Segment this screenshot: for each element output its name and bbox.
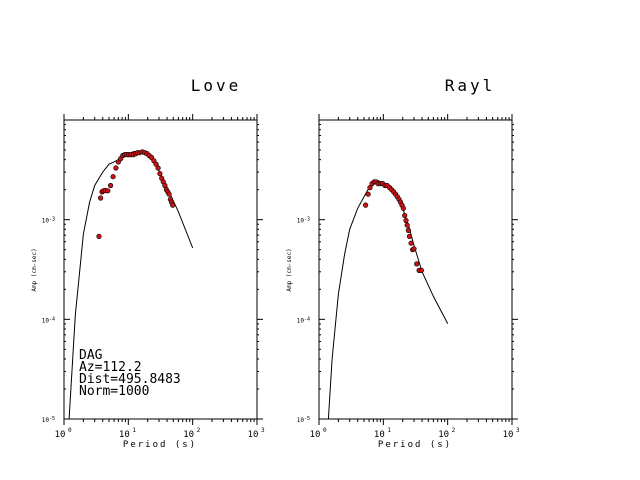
love-data-point <box>105 188 111 194</box>
rayl-ytick-label: 10 <box>297 417 305 424</box>
love-axis-ticks <box>63 114 263 425</box>
love-title: Love <box>191 76 242 95</box>
love-data-point <box>110 174 116 180</box>
rayl-data-point <box>414 261 420 267</box>
love-data-point <box>155 165 161 171</box>
rayl-xtick-exponent: 0 <box>323 427 327 434</box>
love-ytick-label: 10 <box>42 317 50 324</box>
rayl-xlabel: Period (s) <box>378 440 452 450</box>
rayl-model-curve <box>327 179 449 420</box>
rayl-data-point <box>411 246 417 252</box>
rayl-axis-ticks <box>318 114 518 425</box>
rayl-xtick-label: 10 <box>310 430 321 440</box>
love-data-point <box>166 191 172 197</box>
love-plot-frame <box>63 119 258 420</box>
love-xtick-exponent: 1 <box>132 427 136 434</box>
love-ytick-exponent: -3 <box>49 217 55 223</box>
rayl-ytick-exponent: -5 <box>304 416 310 422</box>
rayl-data-point <box>367 185 373 191</box>
rayl-xtick-exponent: 1 <box>387 427 391 434</box>
rayl-data-point <box>406 233 413 239</box>
love-data-point <box>113 165 119 171</box>
rayl-ytick-label: 10 <box>297 218 305 225</box>
rayl-data-point <box>403 217 409 224</box>
love-xtick-exponent: 2 <box>197 427 201 434</box>
rayl-data-point <box>405 227 412 233</box>
love-xlabel: Period (s) <box>123 440 197 450</box>
love-data-point <box>96 233 102 239</box>
rayl-data-point <box>365 191 371 197</box>
love-xtick-label: 10 <box>55 430 66 440</box>
annotation-azimuth: Az=112.2 <box>79 360 142 375</box>
love-xtick-label: 10 <box>183 430 194 440</box>
annotation-distance: Dist=495.8483 <box>79 372 181 387</box>
rayl-xtick-label: 10 <box>503 430 514 440</box>
rayl-ytick-exponent: -4 <box>304 316 310 322</box>
rayl-data-point <box>418 267 425 274</box>
love-panel: Love 10 0 10 1 10 2 10 310 -510 -410 -3 Period (s)… <box>31 76 265 450</box>
rayl-data-point <box>408 240 414 246</box>
love-observed-points <box>96 149 176 239</box>
rayl-tick-labels: 10 0 10 1 10 2 10 310 -510 -410 -3 <box>297 217 520 440</box>
annotation-station: DAG <box>79 348 103 363</box>
rayl-xtick-exponent: 3 <box>516 427 520 434</box>
rayl-title: Rayl <box>445 76 496 95</box>
rayl-ytick-label: 10 <box>297 317 305 324</box>
rayl-data-point <box>400 205 407 211</box>
rayl-xtick-label: 10 <box>438 430 449 440</box>
love-xtick-label: 10 <box>119 430 130 440</box>
love-data-point <box>107 182 114 189</box>
love-ytick-exponent: -4 <box>49 316 55 322</box>
station-annotation: DAG Az=112.2 Dist=495.8483 Norm=1000 <box>79 348 181 399</box>
love-data-point <box>157 171 163 177</box>
love-ylabel: Amp (cm-sec) <box>31 248 38 291</box>
rayl-panel: Rayl 10 0 10 1 10 2 10 310 -510 -410 -3 Period (s)… <box>286 76 520 450</box>
rayl-plot-frame <box>318 119 513 420</box>
love-xtick-label: 10 <box>248 430 259 440</box>
rayl-ytick-exponent: -3 <box>304 217 310 223</box>
rayl-data-point <box>404 222 410 228</box>
love-data-point <box>97 195 104 201</box>
rayl-data-point <box>402 212 408 219</box>
rayl-xtick-exponent: 2 <box>452 427 456 434</box>
love-tick-labels: 10 0 10 1 10 2 10 310 -510 -410 -3 <box>42 217 265 440</box>
love-ytick-label: 10 <box>42 218 50 225</box>
love-xtick-exponent: 3 <box>261 427 265 434</box>
love-ytick-exponent: -5 <box>49 416 55 422</box>
rayl-data-point <box>363 202 369 208</box>
love-data-point <box>170 202 176 208</box>
annotation-norm: Norm=1000 <box>79 384 149 399</box>
rayl-xtick-label: 10 <box>374 430 385 440</box>
love-ytick-label: 10 <box>42 417 50 424</box>
rayl-ylabel: Amp (cm-sec) <box>286 248 293 291</box>
rayl-observed-points <box>363 179 425 274</box>
love-xtick-exponent: 0 <box>68 427 72 434</box>
